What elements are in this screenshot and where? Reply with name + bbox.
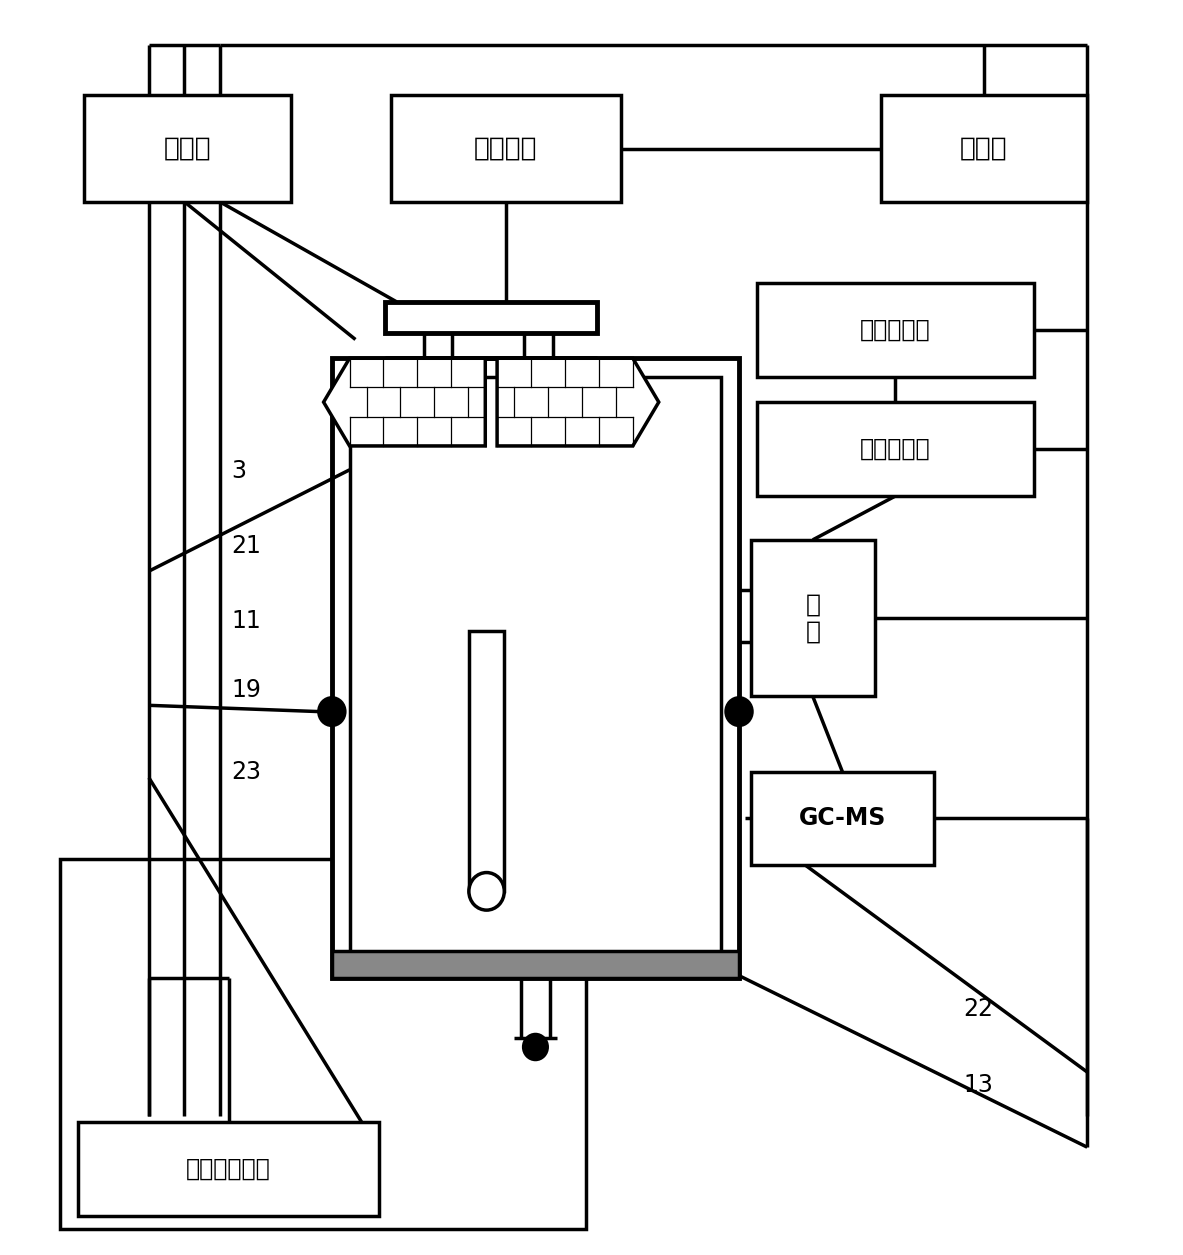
Polygon shape	[324, 358, 485, 446]
Circle shape	[726, 698, 752, 725]
Bar	[60, 860, 586, 1229]
Bar	[390, 95, 621, 202]
Text: 电机驱动器: 电机驱动器	[860, 437, 931, 461]
Text: 加热浴控制器: 加热浴控制器	[186, 1157, 271, 1181]
Circle shape	[468, 872, 504, 910]
Text: 23: 23	[232, 759, 261, 783]
Text: 称重天平: 称重天平	[474, 136, 538, 162]
Bar	[757, 402, 1034, 496]
Text: 13: 13	[963, 1073, 994, 1097]
Bar	[751, 772, 933, 866]
Bar	[468, 631, 504, 891]
Bar	[757, 284, 1034, 376]
Text: GC-MS: GC-MS	[799, 807, 886, 831]
Text: 11: 11	[232, 609, 261, 634]
Circle shape	[524, 1034, 548, 1059]
Text: 电
机: 电 机	[806, 592, 820, 644]
Bar	[332, 950, 739, 978]
Circle shape	[319, 698, 344, 725]
Text: 21: 21	[232, 535, 261, 558]
Text: 22: 22	[963, 998, 994, 1022]
Text: 3: 3	[232, 459, 246, 483]
Bar	[84, 95, 291, 202]
Text: 运动控制卡: 运动控制卡	[860, 318, 931, 343]
Bar	[751, 540, 874, 697]
Bar	[880, 95, 1087, 202]
Bar	[384, 302, 597, 334]
Bar	[78, 1122, 379, 1216]
Text: 19: 19	[232, 678, 261, 702]
Text: 控温仪: 控温仪	[163, 136, 211, 162]
Text: 计算机: 计算机	[961, 136, 1008, 162]
Bar	[332, 358, 739, 978]
Polygon shape	[497, 358, 659, 446]
Bar	[349, 376, 722, 959]
